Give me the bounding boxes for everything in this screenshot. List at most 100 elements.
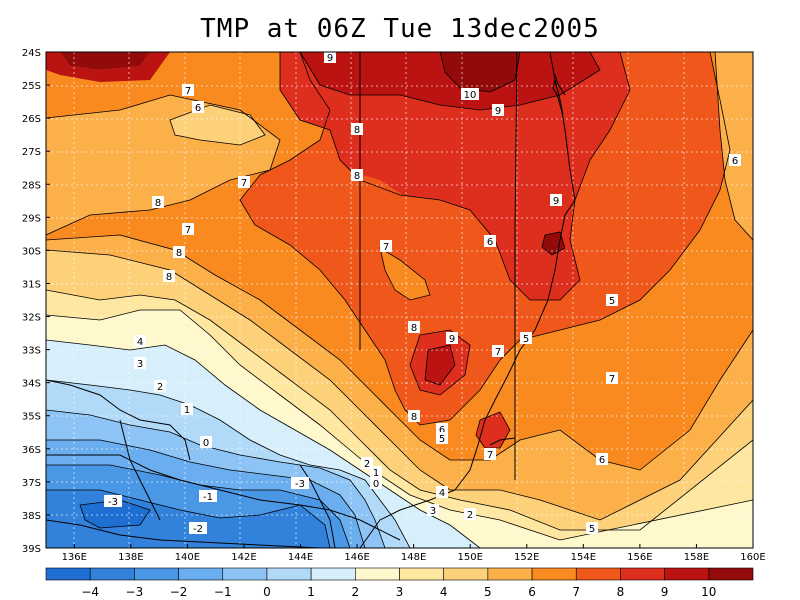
lat-label: 33S bbox=[22, 346, 41, 357]
colorbar-label: 1 bbox=[307, 585, 315, 599]
svg-text:3: 3 bbox=[137, 359, 143, 370]
colorbar-label: −2 bbox=[170, 585, 188, 599]
contour-label: 8 bbox=[408, 410, 420, 423]
contour-label: 0 bbox=[370, 477, 382, 490]
lat-label: 32S bbox=[22, 313, 41, 324]
colorbar-swatch bbox=[355, 567, 400, 581]
contour-label: 3 bbox=[134, 357, 146, 370]
lat-label: 28S bbox=[22, 180, 41, 191]
colorbar-swatch bbox=[531, 567, 577, 581]
band-10-west bbox=[46, 52, 170, 82]
svg-text:5: 5 bbox=[609, 296, 615, 307]
contour-label: 8 bbox=[152, 196, 164, 209]
contour-label: 8 bbox=[408, 321, 420, 334]
lat-label: 39S bbox=[22, 544, 41, 555]
colorbar-swatch bbox=[45, 567, 91, 581]
colorbar-swatch bbox=[266, 567, 312, 581]
colorbar-swatch bbox=[664, 567, 710, 581]
plot-frame bbox=[45, 51, 754, 549]
lon-label: 146E bbox=[344, 552, 369, 563]
contour-label: 4 bbox=[134, 335, 146, 348]
svg-text:3: 3 bbox=[430, 506, 436, 517]
colorbar-label: 7 bbox=[572, 585, 580, 599]
contour-label: 7 bbox=[182, 84, 194, 97]
contour-label: 6 bbox=[192, 101, 204, 114]
lon-label: 136E bbox=[62, 552, 87, 563]
contour-label: 7 bbox=[484, 448, 496, 461]
svg-text:6: 6 bbox=[487, 237, 493, 248]
svg-text:7: 7 bbox=[185, 86, 191, 97]
svg-text:0: 0 bbox=[373, 479, 379, 490]
lat-label: 26S bbox=[22, 114, 41, 125]
contour-label: 6 bbox=[729, 154, 741, 167]
contour-label: 5 bbox=[606, 294, 618, 307]
lat-label: 29S bbox=[22, 213, 41, 224]
colorbar-swatch bbox=[89, 567, 135, 581]
contour-label: 1 bbox=[370, 466, 382, 479]
svg-text:8: 8 bbox=[155, 198, 161, 209]
contour-label: 8 bbox=[173, 246, 185, 259]
colorbar-label: 6 bbox=[528, 585, 536, 599]
svg-text:9: 9 bbox=[495, 106, 501, 117]
contour-label: -3 bbox=[291, 477, 309, 490]
colorbar-label: 9 bbox=[661, 585, 669, 599]
svg-text:10: 10 bbox=[464, 90, 477, 101]
band-11 bbox=[440, 52, 520, 92]
contour-label: 9 bbox=[550, 194, 562, 207]
contour-label: 7 bbox=[380, 240, 392, 253]
svg-text:8: 8 bbox=[176, 248, 182, 259]
contour-label: 3 bbox=[427, 504, 439, 517]
contour-label: 7 bbox=[492, 345, 504, 358]
contour-label: -3 bbox=[104, 495, 122, 508]
svg-text:1: 1 bbox=[184, 405, 190, 416]
contour-label: 5 bbox=[436, 432, 448, 445]
lon-label: 142E bbox=[231, 552, 256, 563]
contour-label: 6 bbox=[484, 235, 496, 248]
svg-text:2: 2 bbox=[364, 459, 370, 470]
colorbar-swatch bbox=[620, 567, 665, 581]
lon-label: 138E bbox=[118, 552, 143, 563]
band-7-8-pocket bbox=[380, 248, 430, 300]
lon-label: 144E bbox=[288, 552, 313, 563]
lon-label: 148E bbox=[401, 552, 426, 563]
boundaries bbox=[46, 52, 576, 548]
svg-text:8: 8 bbox=[354, 171, 360, 182]
band-m3-cold bbox=[80, 500, 150, 528]
svg-text:8: 8 bbox=[411, 323, 417, 334]
colorbar-swatch bbox=[575, 567, 621, 581]
contour-label: -1 bbox=[199, 490, 217, 503]
band-7-8-east bbox=[715, 52, 753, 240]
contour-label: 5 bbox=[586, 522, 598, 535]
svg-text:7: 7 bbox=[185, 225, 191, 236]
contour-label: 6 bbox=[596, 453, 608, 466]
svg-text:5: 5 bbox=[439, 434, 445, 445]
lat-label: 35S bbox=[22, 412, 41, 423]
svg-text:-3: -3 bbox=[295, 479, 305, 490]
svg-text:2: 2 bbox=[157, 382, 163, 393]
lat-label: 36S bbox=[22, 445, 41, 456]
contour-lines bbox=[46, 52, 753, 548]
contour-label: 8 bbox=[351, 169, 363, 182]
svg-text:9: 9 bbox=[327, 53, 333, 64]
lon-label: 140E bbox=[175, 552, 200, 563]
colorbar-label: −3 bbox=[126, 585, 144, 599]
svg-text:7: 7 bbox=[241, 178, 247, 189]
band-10-spot bbox=[542, 232, 565, 255]
band-9-10 bbox=[280, 52, 630, 300]
lat-label: 30S bbox=[22, 246, 41, 257]
contour-label: 8 bbox=[351, 123, 363, 136]
svg-text:-3: -3 bbox=[108, 497, 118, 508]
colorbar-swatch bbox=[310, 567, 356, 581]
svg-text:9: 9 bbox=[449, 334, 455, 345]
lat-label: 27S bbox=[22, 147, 41, 158]
lon-label: 150E bbox=[457, 552, 482, 563]
lon-label: 152E bbox=[514, 552, 539, 563]
contour-label: 7 bbox=[238, 176, 250, 189]
colorbar: −4 −3 −2 −1 0 1 2 3 4 5 6 7 8 9 10 bbox=[45, 567, 754, 599]
contour-label: 9 bbox=[446, 332, 458, 345]
contour-label: 7 bbox=[606, 372, 618, 385]
contour-label: 2 bbox=[154, 380, 166, 393]
